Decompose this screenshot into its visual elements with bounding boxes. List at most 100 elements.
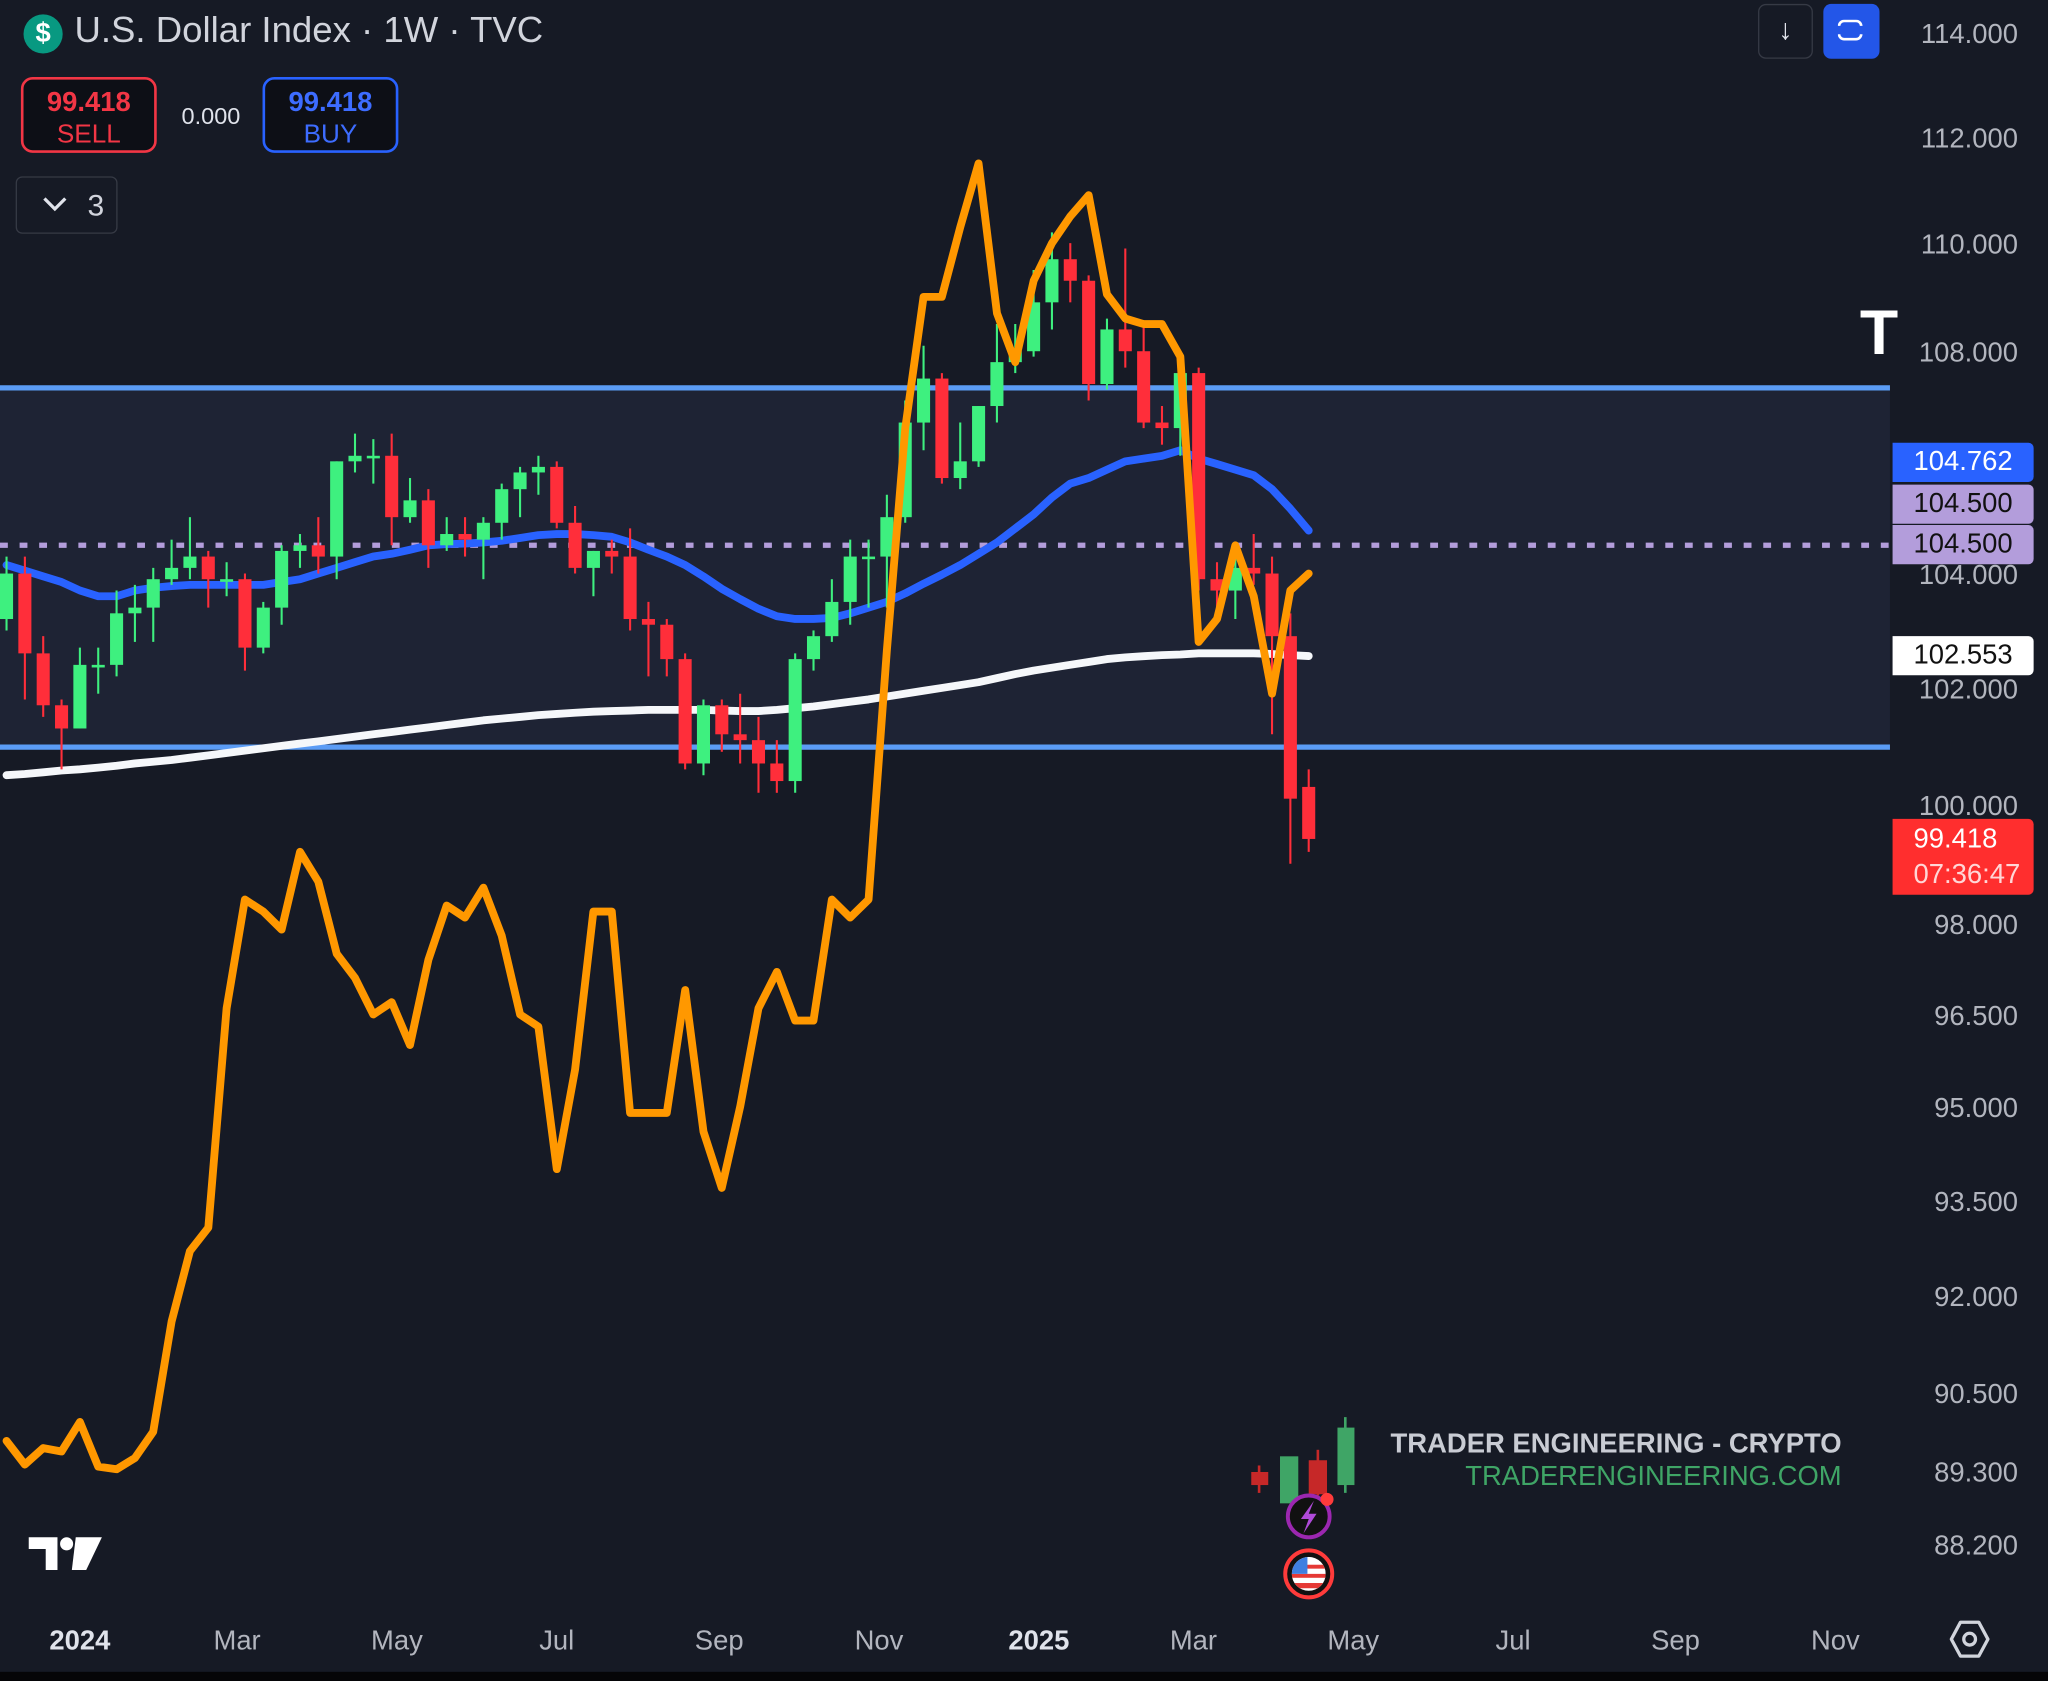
candle-body — [1302, 786, 1316, 839]
candle — [990, 324, 1004, 423]
candle — [366, 439, 380, 484]
candle — [165, 539, 179, 585]
candle — [972, 406, 986, 467]
candle — [238, 573, 252, 671]
candle-body — [733, 734, 747, 741]
candle — [403, 478, 417, 523]
candle — [348, 433, 362, 473]
candle — [0, 556, 14, 631]
us-flag-icon[interactable] — [1283, 1548, 1335, 1600]
candle-body — [18, 573, 32, 654]
price-tick-label: 95.000 — [1934, 1092, 2018, 1123]
candle — [953, 422, 967, 490]
candle-body — [91, 664, 105, 668]
indicators-toggle-button[interactable]: 3 — [15, 176, 118, 234]
ma-white-line[interactable] — [2, 649, 1313, 780]
candle-body — [1118, 329, 1132, 352]
candle-body — [1045, 259, 1059, 303]
candle — [128, 584, 142, 642]
time-tick-label: Mar — [1170, 1625, 1217, 1656]
last-price: 99.418 — [1913, 824, 1998, 855]
clipped-label: T — [1859, 299, 1899, 369]
candle-body — [623, 556, 637, 620]
ma-blue-path[interactable] — [2, 446, 1313, 623]
candle — [385, 433, 399, 546]
download-button[interactable]: ↓ — [1758, 3, 1813, 59]
price-tick-label: 89.300 — [1934, 1457, 2018, 1488]
buy-button[interactable]: 99.418 BUY — [262, 77, 399, 153]
time-axis[interactable]: 2024 Mar May Jul Sep Nov 2025 Mar May Jul Sep Nov — [49, 1625, 1860, 1656]
candle — [73, 647, 87, 729]
candle-body — [1137, 351, 1151, 423]
settings-icon[interactable] — [1949, 1617, 1991, 1661]
candle-body — [880, 517, 894, 557]
time-tick-label: Nov — [855, 1625, 904, 1656]
candle — [1265, 556, 1279, 735]
candle-body — [421, 500, 435, 546]
candle-body — [348, 455, 362, 462]
price-tick-label: 90.500 — [1934, 1378, 2018, 1409]
last-price-label: 99.418 07:36:47 — [1892, 818, 2034, 895]
candle — [183, 517, 197, 580]
candle — [917, 345, 931, 451]
lightning-icon[interactable] — [1285, 1492, 1334, 1540]
candle — [733, 693, 747, 764]
price-tick-label: 93.500 — [1934, 1186, 2018, 1217]
ma-white-path[interactable] — [2, 649, 1313, 780]
ma-blue-price-label: 104.762 — [1892, 442, 2034, 482]
candle — [678, 653, 692, 770]
time-tick-label: Nov — [1811, 1625, 1860, 1656]
candle — [880, 494, 894, 608]
time-tick-label: Mar — [213, 1625, 260, 1656]
bar-countdown: 07:36:47 — [1913, 859, 2021, 890]
candle — [862, 539, 876, 608]
candle-body — [1283, 636, 1297, 799]
level-price-label: 104.500 — [1892, 484, 2034, 524]
price-tick-label: 100.000 — [1919, 790, 2018, 821]
fullscreen-button[interactable] — [1823, 3, 1880, 59]
overlay-orange-line[interactable] — [2, 159, 1313, 1474]
candle — [550, 461, 564, 529]
candle — [751, 716, 766, 793]
candle-body — [843, 556, 857, 602]
candle — [55, 699, 69, 770]
price-tick-label: 92.000 — [1934, 1281, 2018, 1312]
candle — [1155, 406, 1169, 445]
candle — [201, 550, 215, 608]
candle-body — [660, 624, 674, 660]
candle-body — [220, 579, 234, 582]
dollar-icon: $ — [23, 14, 63, 54]
spread-value: 0.000 — [181, 103, 241, 130]
candle-body — [366, 455, 380, 459]
candle-body — [715, 705, 729, 735]
candle-body — [165, 567, 179, 580]
candle-body — [311, 545, 325, 557]
sell-button[interactable]: 99.418 SELL — [20, 77, 157, 153]
candle — [770, 740, 784, 793]
tradingview-logo[interactable] — [28, 1537, 102, 1570]
candle-body — [1192, 373, 1206, 580]
chart-title: U.S. Dollar Index · 1W · TVC — [74, 9, 544, 50]
candle — [146, 567, 160, 642]
candle-body — [275, 550, 289, 608]
candle — [476, 517, 490, 580]
candle — [715, 699, 729, 752]
overlay-orange-path[interactable] — [2, 159, 1313, 1474]
candle-body — [641, 619, 655, 625]
candle-body — [678, 659, 692, 764]
watermark-url: TRADERENGINEERING.COM — [1465, 1461, 1842, 1492]
candle-body — [990, 362, 1004, 407]
candle — [1137, 324, 1151, 429]
candle — [330, 461, 344, 580]
candle-body — [183, 556, 197, 568]
candle-body — [0, 573, 14, 620]
ma-blue-line[interactable] — [2, 446, 1313, 623]
candle-body — [476, 522, 490, 540]
arrow-down-icon: ↓ — [1778, 13, 1793, 46]
candle — [110, 590, 124, 677]
candle — [36, 636, 50, 717]
price-axis[interactable]: 114.000112.000110.000108.000104.000102.0… — [1919, 18, 2018, 1560]
candle-body — [806, 636, 821, 660]
candle-body — [751, 740, 766, 764]
